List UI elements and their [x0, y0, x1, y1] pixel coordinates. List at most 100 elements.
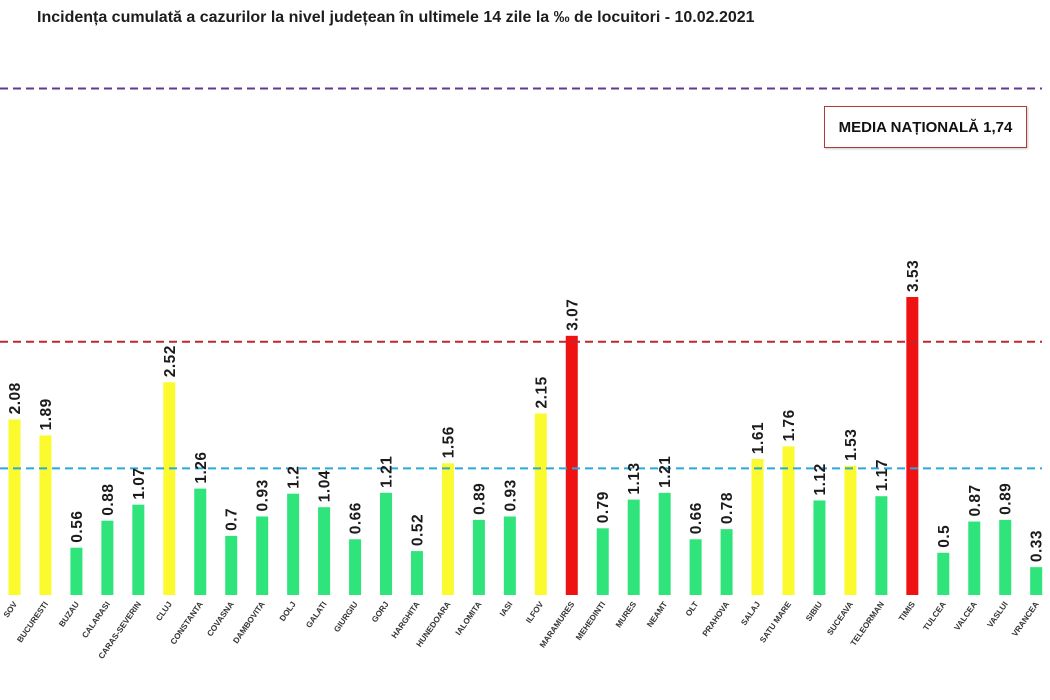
bar-maramures	[565, 335, 578, 595]
bar-hunedoara	[441, 463, 454, 595]
bar-cluj	[163, 382, 176, 595]
category-label-covasna: COVASNA	[205, 600, 236, 638]
value-label-olt: 0.66	[688, 502, 705, 534]
bar-vaslui	[999, 519, 1012, 595]
value-label-caras-severin: 1.07	[131, 467, 148, 499]
category-label-salaj: SALAJ	[739, 600, 762, 627]
value-label-constanta: 1.26	[193, 451, 210, 483]
category-label-harghita: HARGHITA	[390, 600, 422, 640]
bar-valcea	[968, 521, 981, 595]
national-average-label: MEDIA NAȚIONALĂ 1,74	[838, 118, 1013, 136]
bar-covasna	[225, 535, 238, 595]
category-label-satu-mare: SATU MARE	[758, 600, 793, 645]
value-label-cluj: 2.52	[162, 345, 179, 377]
category-label-cluj: CLUJ	[154, 600, 174, 623]
bar-iasi	[503, 516, 516, 595]
value-label-sibiu: 1.12	[812, 463, 829, 495]
category-label-timis: TIMIS	[897, 600, 917, 623]
bar-tulcea	[937, 552, 950, 595]
category-label-teleorman: TELEORMAN	[849, 600, 886, 648]
value-label-hunedoara: 1.56	[440, 426, 457, 458]
bar-constanta	[194, 488, 207, 595]
category-label-vaslui: VASLUI	[986, 600, 1010, 629]
category-label-dolj: DOLJ	[278, 600, 298, 623]
category-label-hunedoara: HUNEDOARA	[415, 600, 453, 649]
chart-title: Incidența cumulată a cazurilor la nivel …	[37, 9, 755, 26]
category-label-calarasi: CALARASI	[80, 600, 112, 640]
value-label-mures: 1.13	[626, 462, 643, 494]
value-label-calarasi: 0.88	[100, 484, 117, 516]
bar-teleorman	[875, 496, 888, 595]
bar-calarasi	[101, 520, 114, 595]
bar-ialomita	[472, 519, 485, 595]
category-label-neamt: NEAMT	[645, 600, 669, 629]
value-label-giurgiu: 0.66	[348, 502, 365, 534]
value-label-salaj: 1.61	[750, 422, 767, 454]
value-label-harghita: 0.52	[409, 514, 426, 546]
category-label-galati: GALATI	[304, 600, 329, 630]
bar-caras-severin	[132, 504, 145, 595]
bar-timis	[906, 296, 919, 595]
bar-satu-mare	[782, 446, 795, 595]
category-label-dambovita: DAMBOVITA	[231, 600, 267, 645]
bar-salaj	[751, 459, 764, 595]
bar-giurgiu	[349, 539, 362, 595]
value-label-timis: 3.53	[905, 260, 922, 292]
category-label-mures: MURES	[614, 600, 639, 630]
category-label-iasi: IASI	[498, 600, 515, 618]
bar-dolj	[287, 493, 300, 595]
value-label-covasna: 0.7	[224, 508, 241, 531]
category-label-sibiu: SIBIU	[804, 600, 824, 623]
category-label-vrancea: VRANCEA	[1010, 600, 1041, 638]
value-label-dambovita: 0.93	[255, 479, 272, 511]
bar-harghita	[410, 551, 423, 595]
bar-dambovita	[256, 516, 269, 595]
category-label-bucuresti: BUCURESTI	[15, 600, 50, 644]
value-label-mehedinti: 0.79	[595, 491, 612, 523]
bar-gorj	[380, 492, 393, 595]
category-label-ilfov: ILFOV	[524, 600, 546, 625]
bar-buzau	[70, 547, 83, 595]
value-label-tulcea: 0.5	[936, 525, 953, 548]
bar-ilfov	[534, 413, 547, 595]
value-label-suceava: 1.53	[843, 429, 860, 461]
value-label-galati: 1.04	[317, 470, 334, 502]
category-label-sov: SOV	[2, 600, 20, 620]
reference-lines	[0, 87, 1042, 470]
value-label-maramures: 3.07	[564, 299, 581, 331]
category-label-gorj: GORJ	[370, 600, 391, 624]
category-label-prahova: PRAHOVA	[701, 600, 732, 638]
category-label-buzau: BUZAU	[57, 600, 81, 629]
value-label-ialomita: 0.89	[471, 483, 488, 515]
bar-suceava	[844, 465, 857, 595]
category-label-constanta: CONSTANTA	[169, 600, 205, 646]
value-label-valcea: 0.87	[967, 484, 984, 516]
category-label-ialomita: IALOMITA	[454, 600, 484, 637]
value-label-gorj: 1.21	[379, 456, 396, 488]
bar-mehedinti	[596, 528, 609, 595]
value-label-dolj: 1.2	[286, 466, 303, 489]
bars	[8, 296, 1043, 595]
bar-galati	[318, 507, 331, 595]
bar-sibiu	[813, 500, 826, 595]
category-label-suceava: SUCEAVA	[825, 600, 855, 637]
national-average-box: MEDIA NAȚIONALĂ 1,74	[824, 106, 1027, 148]
value-label-bucuresti: 1.89	[38, 398, 55, 430]
bar-vrancea	[1030, 567, 1043, 595]
value-label-sov: 2.08	[7, 382, 24, 414]
bar-sov	[8, 419, 21, 595]
value-label-prahova: 0.78	[719, 492, 736, 524]
value-label-neamt: 1.21	[657, 456, 674, 488]
category-label-olt: OLT	[684, 600, 700, 618]
value-label-teleorman: 1.17	[874, 459, 891, 491]
category-label-tulcea: TULCEA	[922, 600, 948, 632]
value-label-vrancea: 0.33	[1029, 530, 1046, 562]
value-label-ilfov: 2.15	[533, 376, 550, 408]
category-label-mehedinti: MEHEDINTI	[574, 600, 607, 642]
value-label-vaslui: 0.89	[998, 483, 1015, 515]
bar-bucuresti	[39, 435, 52, 595]
bar-neamt	[658, 492, 671, 595]
